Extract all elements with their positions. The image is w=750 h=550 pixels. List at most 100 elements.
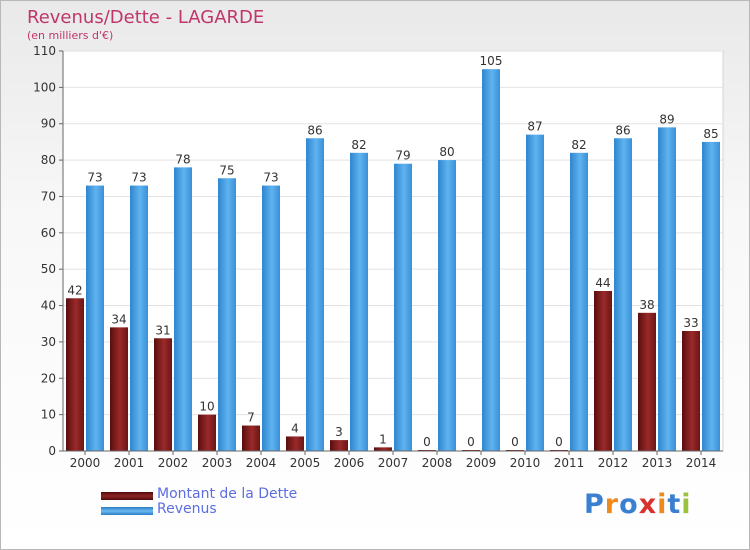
data-label-revenue: 87: [527, 120, 542, 134]
y-tick-label: 0: [48, 444, 56, 458]
legend-swatch-debt: [101, 492, 153, 500]
bar-revenue: [526, 134, 544, 452]
x-tick-label: 2006: [334, 456, 365, 470]
bars: 42 73 34 73 31 78 10 75 7 73 4 86 3 82 1 79 0 80 0 105 0 87 0 8…: [66, 54, 720, 452]
x-tick-label: 2009: [466, 456, 497, 470]
legend-label-debt: Montant de la Dette: [157, 486, 298, 502]
data-label-debt: 1: [379, 432, 387, 446]
logo-letter: o: [619, 489, 639, 520]
bar-debt: [682, 331, 700, 451]
logo-letter: i: [681, 489, 692, 520]
data-label-debt: 4: [291, 421, 299, 435]
data-label-revenue: 73: [263, 171, 278, 185]
x-tick-label: 2011: [554, 456, 585, 470]
chart-subtitle: (en milliers d'€): [27, 29, 114, 42]
bar-debt: [242, 425, 260, 451]
data-label-revenue: 89: [659, 112, 674, 126]
y-tick-label: 30: [41, 335, 56, 349]
data-label-revenue: 85: [703, 127, 718, 141]
data-label-debt: 31: [155, 323, 170, 337]
y-tick-label: 70: [41, 189, 56, 203]
y-tick-label: 100: [33, 80, 56, 94]
logo-letter: x: [638, 489, 658, 520]
data-label-debt: 10: [199, 400, 214, 414]
bar-debt: [286, 436, 304, 451]
data-label-revenue: 80: [439, 145, 454, 159]
bar-revenue: [570, 152, 588, 451]
x-tick-label: 2003: [202, 456, 233, 470]
bar-revenue: [174, 167, 192, 451]
bar-revenue: [394, 163, 412, 451]
y-tick-label: 110: [33, 44, 56, 58]
bar-debt: [154, 338, 172, 451]
x-tick-label: 2005: [290, 456, 321, 470]
data-label-debt: 0: [423, 435, 431, 449]
data-label-revenue: 73: [87, 171, 102, 185]
data-label-debt: 34: [111, 312, 126, 326]
bar-revenue: [702, 141, 720, 451]
legend-label-revenue: Revenus: [157, 501, 217, 517]
data-label-debt: 3: [335, 425, 343, 439]
x-axis: 2000 2001 2002 2003 2004 2005 2006 2007 2008 2009…: [63, 450, 723, 470]
gridlines: [62, 50, 724, 452]
y-tick-label: 80: [41, 153, 56, 167]
bar-revenue: [86, 185, 104, 451]
chart-title: Revenus/Dette - LAGARDE: [27, 7, 265, 28]
bar-revenue: [658, 127, 676, 451]
bar-revenue: [130, 185, 148, 451]
bar-debt: [594, 291, 612, 451]
legend-swatch-revenue: [101, 507, 153, 515]
x-tick-label: 2013: [642, 456, 673, 470]
y-tick-label: 90: [41, 117, 56, 131]
y-tick-label: 50: [41, 262, 56, 276]
x-tick-label: 2007: [378, 456, 409, 470]
bar-revenue: [262, 185, 280, 451]
x-tick-label: 2014: [686, 456, 717, 470]
bar-revenue: [438, 160, 456, 451]
x-tick-label: 2001: [114, 456, 145, 470]
bar-debt: [110, 327, 128, 451]
bar-debt: [66, 298, 84, 451]
x-tick-label: 2012: [598, 456, 629, 470]
data-label-revenue: 78: [175, 152, 190, 166]
data-label-revenue: 105: [480, 54, 503, 68]
y-tick-label: 40: [41, 299, 56, 313]
bar-debt: [198, 414, 216, 451]
data-label-revenue: 82: [351, 138, 366, 152]
data-label-debt: 44: [595, 276, 610, 290]
data-label-revenue: 82: [571, 138, 586, 152]
bar-revenue: [306, 138, 324, 452]
data-label-debt: 0: [555, 435, 563, 449]
data-label-debt: 42: [67, 283, 82, 297]
bar-revenue: [614, 138, 632, 452]
data-label-revenue: 86: [615, 123, 630, 137]
y-tick-label: 20: [41, 371, 56, 385]
y-axis: 0 10 20 30 40 50 60 70 80 90 100 110: [33, 44, 64, 458]
proxiti-logo: Proxiti: [584, 489, 692, 520]
bar-debt: [638, 312, 656, 451]
data-label-revenue: 86: [307, 123, 322, 137]
plot-area: [62, 50, 724, 452]
data-label-revenue: 75: [219, 163, 234, 177]
data-label-debt: 38: [639, 298, 654, 312]
data-label-revenue: 79: [395, 149, 410, 163]
y-tick-label: 10: [41, 408, 56, 422]
data-label-debt: 33: [683, 316, 698, 330]
logo-letter: t: [667, 489, 682, 520]
bar-revenue: [350, 152, 368, 451]
data-label-revenue: 73: [131, 171, 146, 185]
logo-letter: i: [657, 489, 668, 520]
logo-letter: P: [584, 489, 605, 520]
logo-letter: r: [604, 489, 620, 520]
bar-debt: [330, 440, 348, 451]
y-tick-label: 60: [41, 226, 56, 240]
bar-revenue: [482, 69, 500, 451]
bar-debt: [374, 447, 392, 451]
x-tick-label: 2010: [510, 456, 541, 470]
data-label-debt: 7: [247, 411, 255, 425]
x-tick-label: 2000: [70, 456, 101, 470]
bar-revenue: [218, 178, 236, 452]
x-tick-label: 2002: [158, 456, 189, 470]
data-label-debt: 0: [511, 435, 519, 449]
